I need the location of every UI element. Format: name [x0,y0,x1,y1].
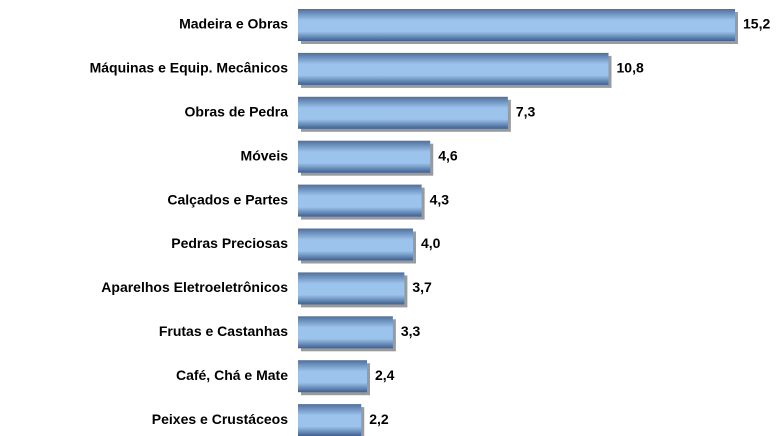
value-label: 15,2 [743,16,770,32]
bar [298,316,393,349]
category-label: Máquinas e Equip. Mecânicos [90,60,289,76]
category-label: Frutas e Castanhas [159,323,288,339]
bar [298,272,405,305]
value-label: 4,6 [438,147,458,163]
bar [298,96,508,129]
bar [298,404,362,436]
value-label: 10,8 [617,60,644,76]
value-label: 7,3 [516,104,536,120]
category-label: Móveis [241,147,289,163]
category-label: Pedras Preciosas [171,235,288,251]
bar [298,52,609,85]
value-label: 3,7 [412,279,432,295]
value-label: 4,0 [421,235,441,251]
value-label: 2,2 [369,411,389,427]
value-label: 2,4 [375,367,395,383]
category-label: Obras de Pedra [185,104,289,120]
category-label: Madeira e Obras [179,16,288,32]
bar [298,360,367,393]
value-label: 4,3 [430,191,450,207]
value-label: 3,3 [401,323,421,339]
bar [298,140,431,173]
category-label: Café, Chá e Mate [176,367,288,383]
bar [298,228,413,261]
bar [298,184,422,217]
category-label: Calçados e Partes [167,191,288,207]
category-label: Peixes e Crustáceos [152,411,288,427]
category-label: Aparelhos Eletroeletrônicos [101,279,288,295]
bar [298,9,735,41]
